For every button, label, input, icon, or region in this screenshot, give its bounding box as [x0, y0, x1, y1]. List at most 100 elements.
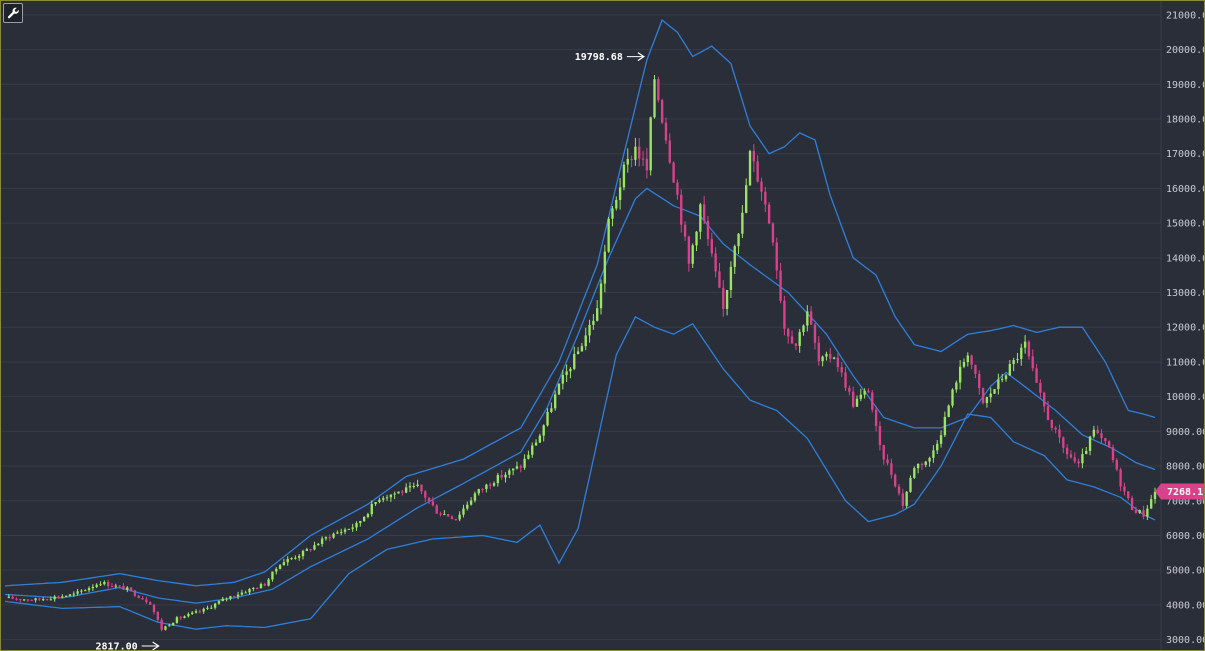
candle-body — [737, 233, 740, 247]
y-tick-label: 17000.00 — [1166, 149, 1204, 160]
candle — [836, 353, 840, 372]
candle — [1104, 437, 1107, 446]
candle — [794, 343, 798, 350]
candle — [328, 534, 331, 542]
candle-body — [890, 463, 893, 475]
candle-body — [1096, 429, 1099, 434]
candle — [924, 460, 927, 468]
candle-body — [408, 486, 412, 488]
candle — [171, 622, 175, 626]
candle-body — [859, 394, 862, 399]
candle-body — [599, 283, 603, 309]
candle-body — [561, 375, 564, 384]
candle-body — [328, 537, 331, 539]
candle — [435, 504, 438, 514]
candle-body — [634, 146, 637, 160]
candle-body — [691, 245, 694, 264]
candle-body — [844, 372, 847, 388]
candle — [1085, 446, 1088, 455]
candle — [61, 594, 64, 599]
candle — [553, 390, 557, 411]
candle-body — [164, 626, 167, 630]
candle-body — [91, 586, 95, 589]
candle-body — [534, 442, 538, 446]
candle — [962, 358, 966, 369]
candle — [393, 491, 396, 500]
candle — [485, 483, 488, 493]
candle — [916, 463, 920, 474]
candle-body — [420, 484, 423, 492]
y-tick-label: 14000.00 — [1166, 253, 1204, 264]
candle — [1111, 444, 1115, 463]
candle-body — [49, 599, 53, 601]
y-tick-label: 3000.00 — [1166, 635, 1204, 646]
candle — [355, 521, 358, 531]
candle — [362, 516, 366, 522]
candle — [985, 396, 989, 408]
candle-body — [244, 592, 247, 594]
candle-body — [920, 463, 924, 465]
upper-band-line — [4, 19, 1156, 587]
candle — [198, 609, 202, 614]
candle — [615, 196, 618, 211]
candle — [756, 155, 759, 183]
candle-body — [404, 487, 408, 493]
candle-body — [855, 398, 859, 407]
candle — [278, 564, 282, 570]
candle-body — [676, 182, 679, 195]
candle — [168, 623, 171, 627]
y-tick-label: 18000.00 — [1166, 115, 1204, 126]
candle — [255, 587, 259, 590]
candle — [213, 602, 217, 610]
candle — [309, 548, 312, 553]
candle-body — [275, 568, 278, 572]
candle-body — [596, 308, 599, 321]
candle — [584, 327, 587, 351]
candle — [630, 155, 633, 168]
candle-body — [1092, 429, 1096, 437]
candle — [1069, 450, 1073, 459]
candle-body — [22, 599, 26, 601]
candle-body — [7, 596, 11, 598]
candle — [359, 520, 362, 527]
candle — [126, 585, 129, 593]
candle — [301, 549, 305, 560]
candle — [767, 202, 771, 225]
candle-body — [1054, 427, 1057, 430]
candle-body — [469, 500, 473, 505]
candle-body — [336, 532, 339, 534]
candle-body — [458, 514, 461, 520]
candle — [882, 444, 885, 465]
candle — [546, 408, 549, 427]
candle-body — [412, 486, 415, 488]
candle-body — [477, 489, 480, 494]
grid — [1, 14, 1161, 641]
settings-button[interactable] — [3, 3, 23, 23]
y-tick-label: 13000.00 — [1166, 288, 1204, 299]
candle — [691, 243, 694, 268]
candle — [603, 244, 607, 293]
candle-body — [15, 598, 18, 600]
candle-body — [324, 537, 328, 539]
candle-body — [382, 498, 385, 500]
candle-body — [427, 497, 431, 502]
candle — [114, 583, 117, 589]
candle — [202, 607, 205, 614]
candle — [137, 594, 140, 599]
candle — [500, 469, 503, 480]
candle-body — [156, 612, 160, 620]
candle-body — [1077, 461, 1080, 464]
candle — [22, 598, 26, 602]
candle — [458, 511, 461, 522]
candle-body — [1100, 433, 1103, 439]
candle-body — [557, 383, 561, 395]
candle-body — [565, 371, 568, 376]
candle — [569, 367, 572, 379]
last-price-badge — [1155, 483, 1204, 500]
candle — [275, 567, 278, 575]
candle-body — [618, 187, 622, 200]
candle-body — [1043, 392, 1046, 407]
candle-body — [171, 622, 175, 626]
candle-body — [282, 562, 286, 566]
